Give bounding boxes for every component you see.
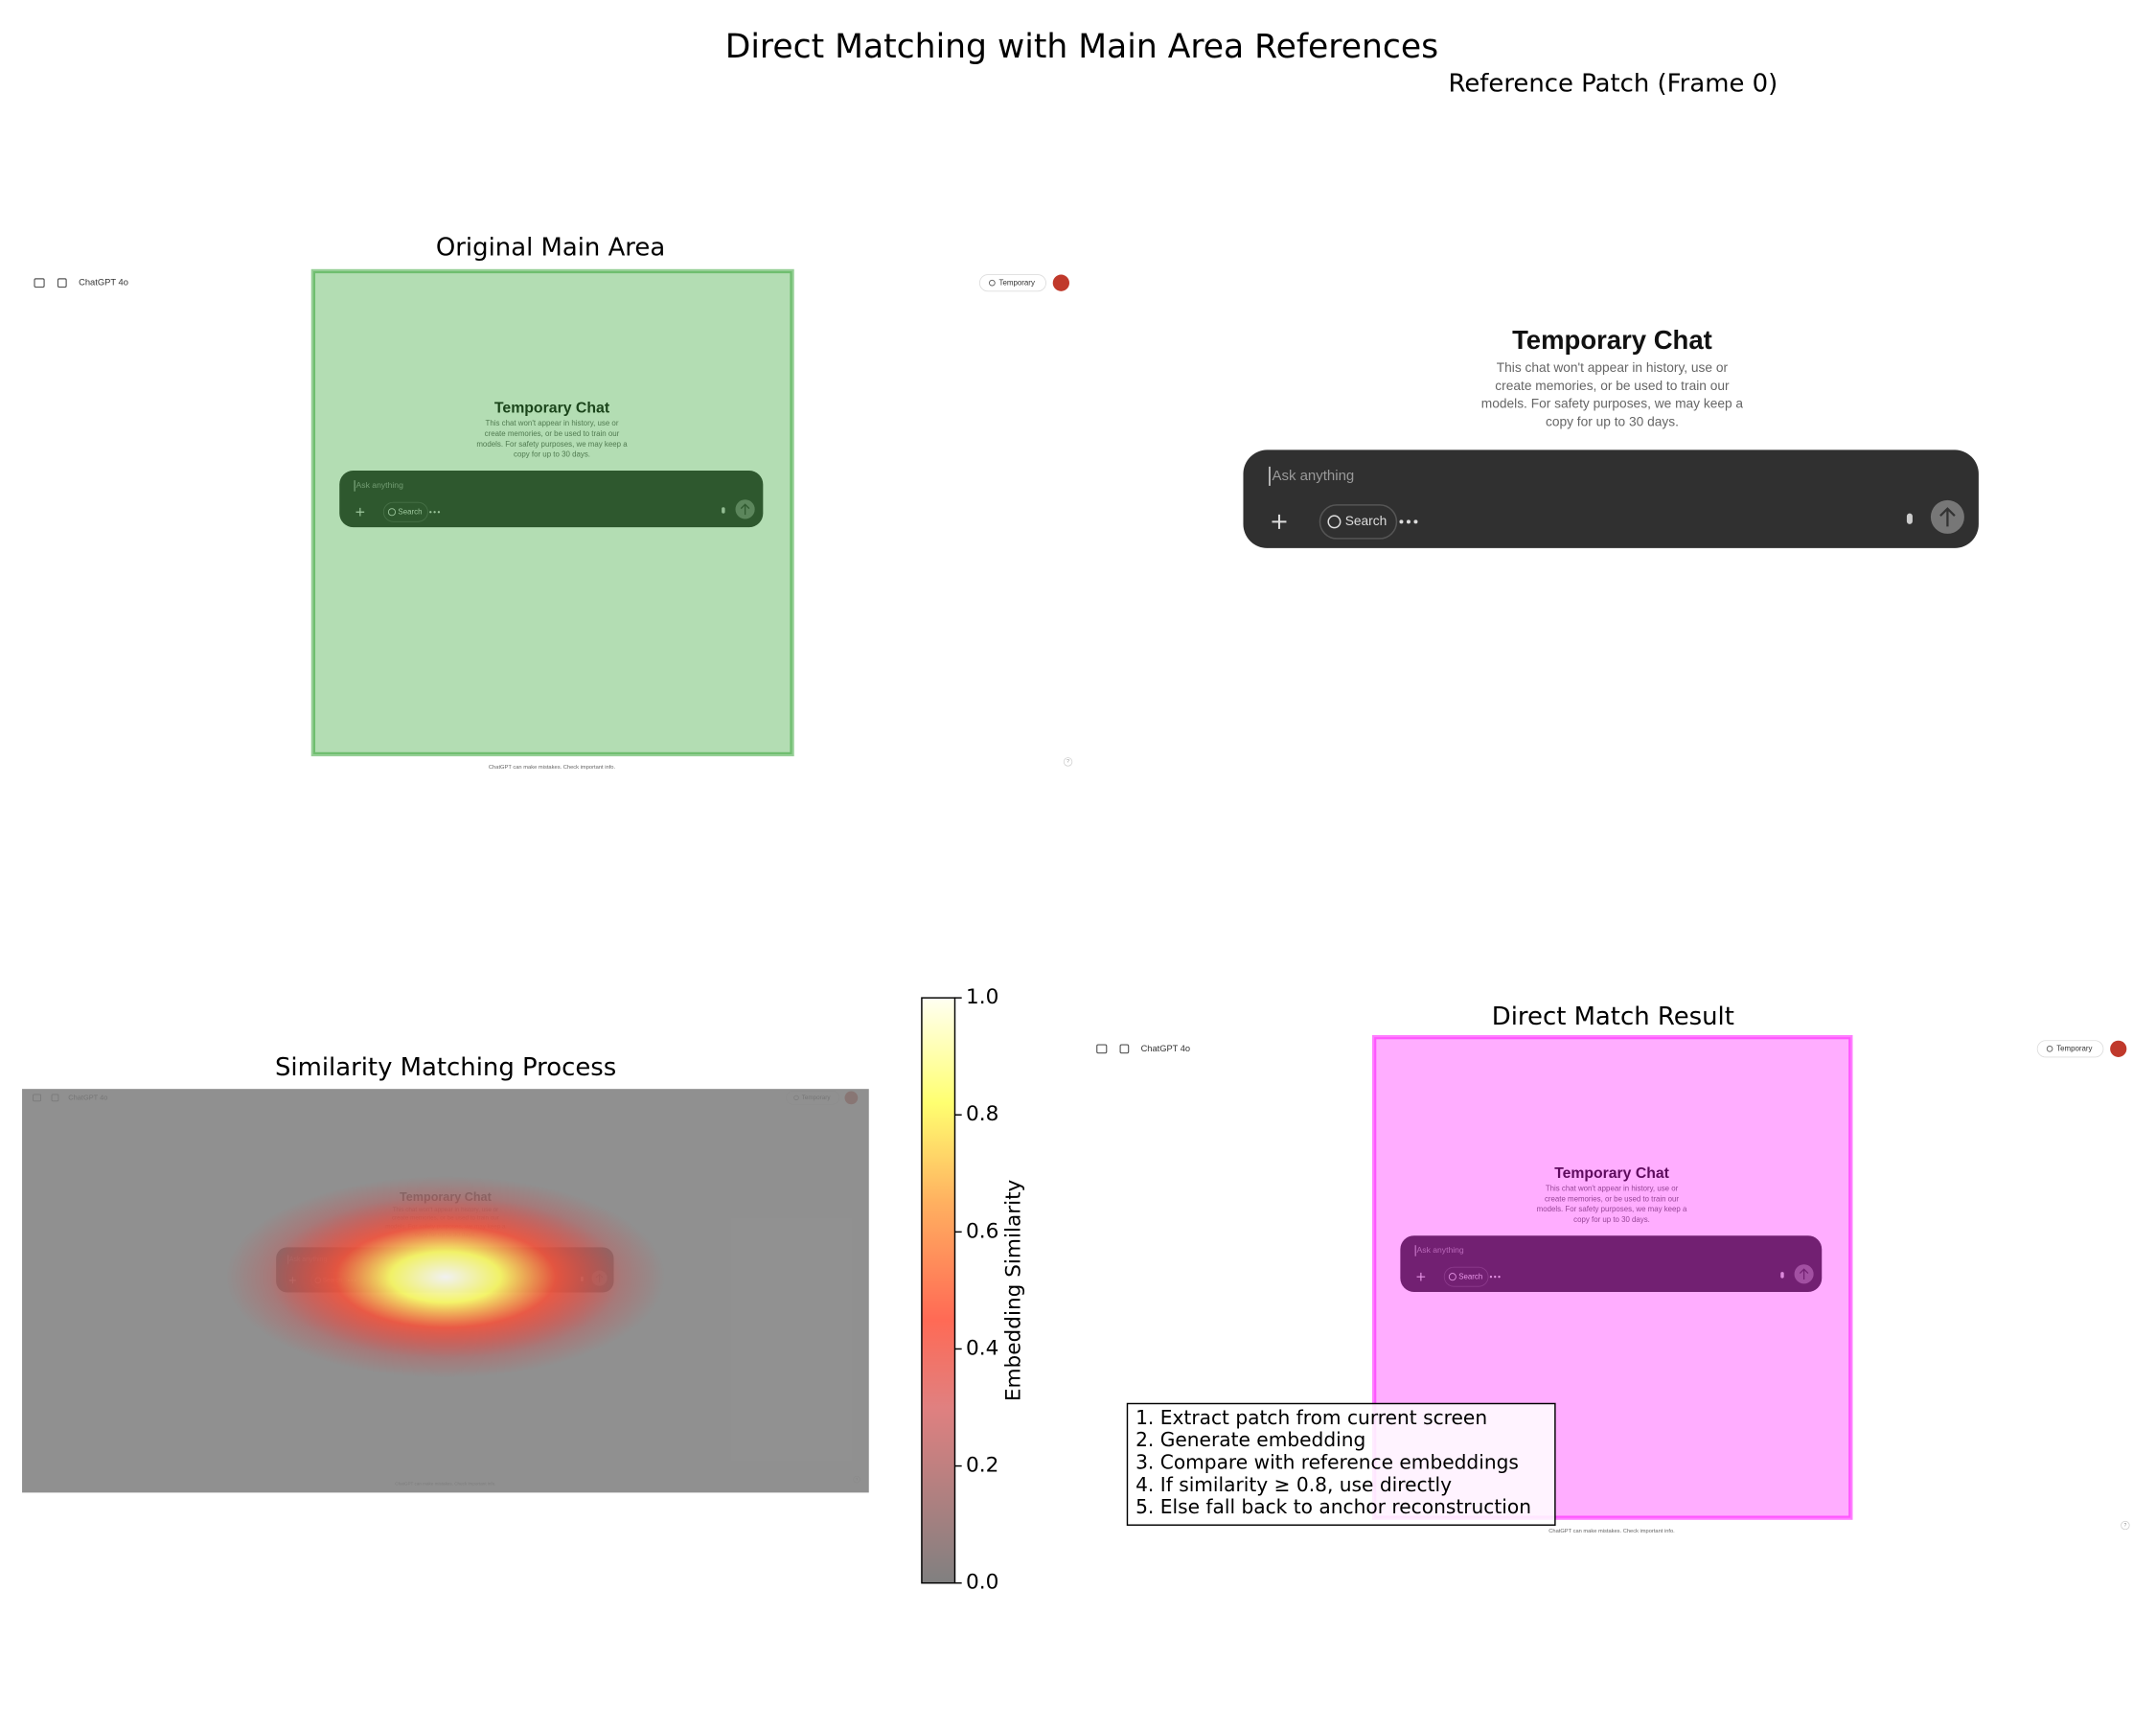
step: 1. Extract patch from current screen xyxy=(1135,1406,1487,1429)
help-label: ? xyxy=(1067,759,1069,765)
heading: Temporary Chat xyxy=(1554,1165,1669,1182)
mic-icon xyxy=(1906,513,1913,524)
help-button xyxy=(1063,757,1073,767)
globe-icon xyxy=(1448,1273,1456,1281)
body-line: create memories, or be used to train our xyxy=(1545,1194,1679,1203)
sidebar-icon xyxy=(34,278,45,288)
input-box xyxy=(339,471,764,528)
plus-button xyxy=(356,507,365,517)
body-line: models. For safety purposes, we may keep… xyxy=(1481,397,1744,411)
temporary-pill xyxy=(978,274,1046,292)
body-line: This chat won't appear in history, use o… xyxy=(1546,1185,1679,1193)
figure-title: Direct Matching with Main Area Reference… xyxy=(725,28,1438,66)
steps-frame xyxy=(1126,1402,1556,1526)
model-name: ChatGPT 4o xyxy=(791,115,877,132)
colorbar-tick-label: 0.6 xyxy=(966,1219,998,1243)
temporary-pill xyxy=(2036,1040,2104,1058)
send-arrow xyxy=(1939,507,1956,527)
avatar xyxy=(2110,1040,2127,1057)
globe-icon xyxy=(1327,515,1342,529)
colorbar-tick-label: 0.2 xyxy=(966,1454,998,1478)
mic-icon xyxy=(1780,1272,1784,1279)
more-dot xyxy=(1489,1276,1493,1279)
colorbar-scale xyxy=(921,997,956,1584)
temporary-icon xyxy=(989,279,996,287)
panel-title: Original Main Area xyxy=(436,234,665,263)
more-dot xyxy=(437,511,441,514)
globe-icon xyxy=(387,508,396,517)
body-line: copy for up to 30 days. xyxy=(514,450,590,459)
more-dot xyxy=(1413,519,1418,524)
placeholder: Ask anything xyxy=(1417,1245,1464,1255)
search-label: Search xyxy=(1345,514,1388,528)
colorbar-label: Embedding Similarity xyxy=(1001,1179,1025,1401)
help-label: ? xyxy=(2124,1523,2127,1529)
model-name: ChatGPT 4o xyxy=(79,278,128,288)
original-screenshot: ChatGPT 4o Temporary Temporary Chat This… xyxy=(20,268,1084,779)
placeholder: Ask anything xyxy=(356,480,404,490)
plus-button xyxy=(1272,514,1287,529)
match-region xyxy=(310,268,794,757)
search-pill xyxy=(382,501,428,522)
heading: Temporary Chat xyxy=(1512,325,1712,355)
panel-title: Similarity Matching Process xyxy=(275,1053,616,1082)
colorbar-tick-label: 0.4 xyxy=(966,1336,998,1360)
body-line: copy for up to 30 days. xyxy=(1573,1215,1650,1224)
footer: ChatGPT can make mistakes. Check importa… xyxy=(489,765,616,771)
input-box xyxy=(1243,450,1979,548)
help-button xyxy=(2121,1520,2130,1531)
edit-icon xyxy=(1119,1044,1130,1054)
more-dot xyxy=(1399,519,1404,524)
body-line: models. For safety purposes, we may keep… xyxy=(1537,1205,1687,1213)
panel-title: Direct Match Result xyxy=(1492,1003,1734,1031)
more-dot xyxy=(1406,519,1411,524)
plus-button xyxy=(1416,1272,1426,1281)
heading: Temporary Chat xyxy=(494,400,610,416)
colorbar: Embedding Similarity 0.0 0.2 0.4 0.6 0.8 1.0 xyxy=(921,985,1025,1595)
colorbar-tick-label: 1.0 xyxy=(966,985,998,1009)
search-pill xyxy=(1443,1266,1489,1287)
sidebar-icon xyxy=(714,117,730,131)
footer: ChatGPT can make mistakes. Check importa… xyxy=(1502,960,1723,971)
send-arrow xyxy=(1799,1268,1809,1280)
reference-patch: ChatGPT 4o Temporary Temporary Chat This… xyxy=(714,115,1979,971)
similarity-heat xyxy=(225,1175,666,1378)
temporary-icon xyxy=(2046,1046,2053,1052)
body-line: create memories, or be used to train our xyxy=(485,429,620,438)
avatar xyxy=(1052,274,1069,291)
search-pill xyxy=(1319,504,1398,540)
colorbar-tick-label: 0.0 xyxy=(966,1571,998,1595)
step: 2. Generate embedding xyxy=(1135,1428,1365,1451)
send-arrow xyxy=(740,503,750,516)
search-label: Search xyxy=(398,507,422,516)
more-dot xyxy=(1498,1276,1501,1279)
more-dot xyxy=(433,511,436,514)
panel-title: Reference Patch (Frame 0) xyxy=(1448,69,1778,98)
body-line: create memories, or be used to train our xyxy=(1495,379,1730,393)
footer: ChatGPT can make mistakes. Check importa… xyxy=(1548,1529,1675,1534)
more-dot xyxy=(429,511,432,514)
similarity-screenshot: ChatGPT 4o Temporary Temporary Chat This… xyxy=(22,1089,869,1493)
model-name: ChatGPT 4o xyxy=(1141,1044,1191,1053)
sidebar-icon xyxy=(1096,1044,1108,1054)
step: 5. Else fall back to anchor reconstructi… xyxy=(1135,1495,1531,1518)
search-label: Search xyxy=(1458,1272,1482,1280)
body-line: models. For safety purposes, we may keep… xyxy=(476,440,628,449)
edit-icon xyxy=(57,278,67,288)
colorbar-tick-label: 0.8 xyxy=(966,1102,998,1126)
temporary-label: Temporary xyxy=(2056,1044,2092,1052)
body-line: copy for up to 30 days. xyxy=(1546,414,1679,428)
body-line: This chat won't appear in history, use o… xyxy=(486,419,619,427)
more-dot xyxy=(1494,1276,1497,1279)
temporary-label: Temporary xyxy=(999,278,1035,287)
step: 3. Compare with reference embeddings xyxy=(1135,1450,1519,1473)
step: 4. If similarity ≥ 0.8, use directly xyxy=(1135,1473,1452,1496)
mic-icon xyxy=(722,507,725,514)
edit-icon xyxy=(754,117,768,131)
body-line: This chat won't appear in history, use o… xyxy=(1497,360,1729,375)
placeholder: Ask anything xyxy=(1272,468,1354,484)
input-box xyxy=(1400,1235,1823,1292)
